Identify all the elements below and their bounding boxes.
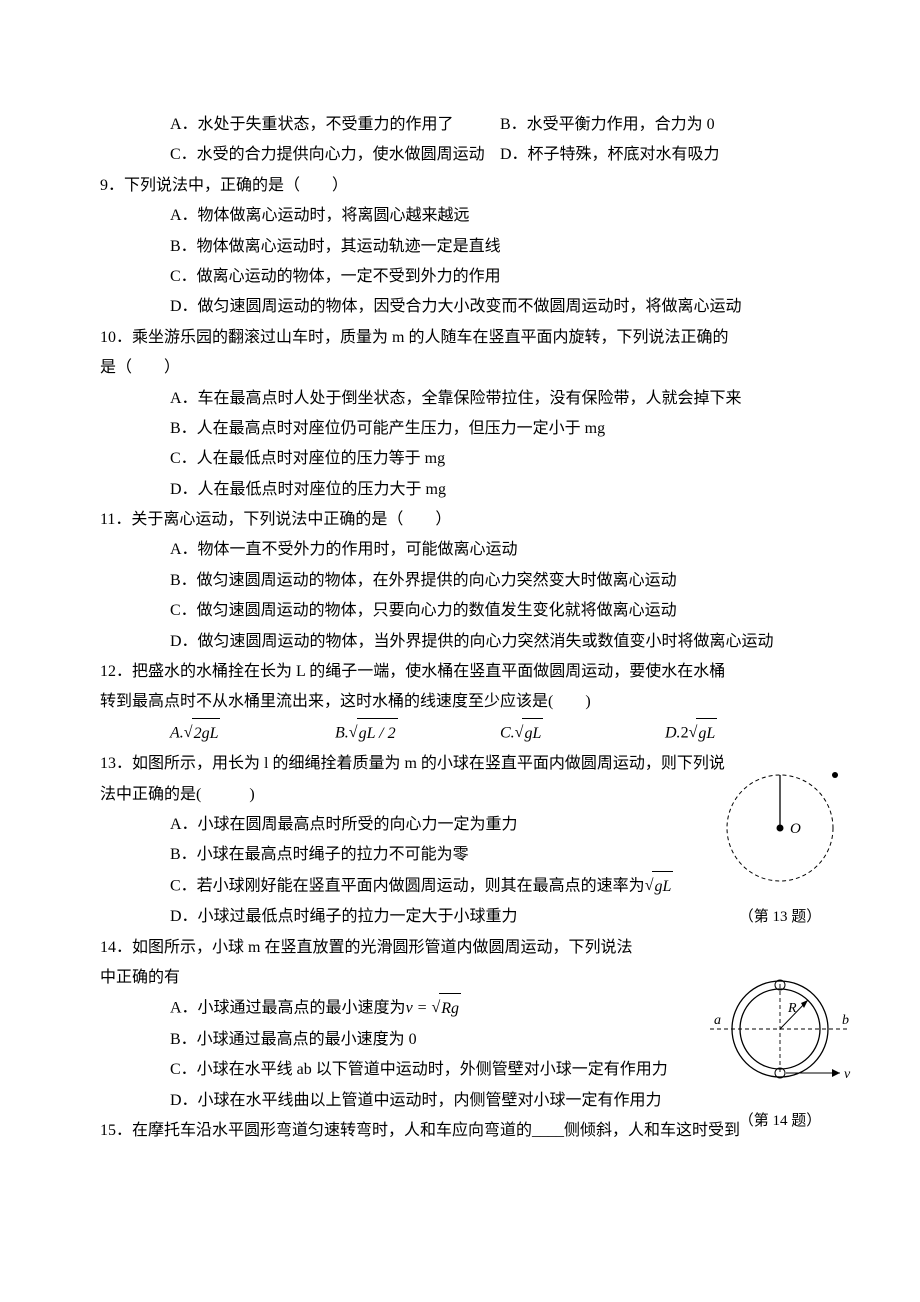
q9-option-c: C．做离心运动的物体，一定不受到外力的作用 bbox=[100, 262, 830, 292]
peg-dot bbox=[832, 772, 838, 778]
velocity-arrowhead bbox=[832, 1069, 840, 1077]
q10-stem-line1: 10．乘坐游乐园的翻滚过山车时，质量为 m 的人随车在竖直平面内旋转，下列说法正… bbox=[100, 323, 830, 353]
v-label: v bbox=[844, 1067, 851, 1082]
figure-13: O （第 13 题） bbox=[710, 768, 850, 932]
q8-options-row-cd: C．水受的合力提供向心力，使水做圆周运动 D．杯子特殊，杯底对水有吸力 bbox=[100, 140, 830, 170]
q12-d-body: gL bbox=[696, 718, 717, 749]
q13-c-text: C．若小球刚好能在竖直平面内做圆周运动，则其在最高点的速率为 bbox=[170, 877, 645, 894]
q12-b-label: B. bbox=[335, 724, 349, 741]
q12-option-c: C.√gL bbox=[500, 718, 665, 749]
q8-option-b: B．水受平衡力作用，合力为 0 bbox=[500, 110, 830, 140]
q10-option-b: B．人在最高点时对座位仍可能产生压力，但压力一定小于 mg bbox=[100, 414, 830, 444]
q13-stem-rest: 为 l 的细绳拴着质量为 m 的小球在竖直平面内做圆周运动，则下列说 bbox=[244, 755, 725, 772]
q9-option-a: A．物体做离心运动时，将离圆心越来越远 bbox=[100, 201, 830, 231]
r-label: R bbox=[787, 1001, 797, 1016]
q11-stem: 11．关于离心运动，下列说法中正确的是（ ） bbox=[100, 505, 830, 535]
q12-option-b: B.√gL / 2 bbox=[335, 718, 500, 749]
b-label: b bbox=[842, 1013, 849, 1028]
q10-option-c: C．人在最低点时对座位的压力等于 mg bbox=[100, 444, 830, 474]
q10-option-d: D．人在最低点时对座位的压力大于 mg bbox=[100, 475, 830, 505]
q13-stem-link: 13．如图所示，用长 bbox=[100, 755, 244, 772]
sqrt-icon: √Rg bbox=[431, 993, 461, 1024]
figure-14-label: （第 14 题） bbox=[700, 1107, 860, 1136]
q9-option-b: B．物体做离心运动时，其运动轨迹一定是直线 bbox=[100, 232, 830, 262]
sqrt-icon: √gL bbox=[689, 718, 718, 749]
sqrt-icon: √gL bbox=[645, 871, 674, 902]
q12-c-label: C. bbox=[500, 724, 515, 741]
q14-a-text: A．小球通过最高点的最小速度为 bbox=[170, 1000, 406, 1017]
q8-option-c: C．水受的合力提供向心力，使水做圆周运动 bbox=[170, 140, 500, 170]
q12-stem-line1: 12．把盛水的水桶拴在长为 L 的绳子一端，使水桶在竖直平面做圆周运动，要使水在… bbox=[100, 657, 830, 687]
q12-d-coef: 2 bbox=[681, 724, 689, 741]
q14-stem-line1: 14．如图所示，小球 m 在竖直放置的光滑圆形管道内做圆周运动，下列说法 bbox=[100, 933, 830, 963]
q14-a-sqrt: Rg bbox=[439, 993, 461, 1024]
q12-option-a: A.√2gL bbox=[170, 718, 335, 749]
page-root: A．水处于失重状态，不受重力的作用了 B．水受平衡力作用，合力为 0 C．水受的… bbox=[0, 0, 920, 1206]
q13-c-sqrt: gL bbox=[652, 871, 673, 902]
q12-a-body: gL bbox=[202, 725, 219, 742]
q9-stem: 9．下列说法中，正确的是（ ） bbox=[100, 171, 830, 201]
q8-option-d: D．杯子特殊，杯底对水有吸力 bbox=[500, 140, 830, 170]
q11-stem-link: 11．关于 bbox=[100, 511, 163, 528]
q15-stem-link: 15．在摩托车 bbox=[100, 1122, 196, 1139]
q14-a-eq: v = bbox=[406, 1000, 432, 1017]
q12-stem-link: 12．把盛 bbox=[100, 663, 164, 680]
q12-c-body: gL bbox=[522, 718, 543, 749]
figure-13-svg: O bbox=[710, 768, 850, 888]
q12-stem-rest: 水的水桶拴在长为 L 的绳子一端，使水桶在竖直平面做圆周运动，要使水在水桶 bbox=[164, 663, 725, 680]
q15-stem-rest: 沿水平圆形弯道匀速转弯时，人和车应向弯道的____侧倾斜，人和车这时受到 bbox=[196, 1122, 740, 1139]
a-label: a bbox=[714, 1013, 721, 1028]
center-label: O bbox=[790, 821, 801, 837]
q8-options-row-ab: A．水处于失重状态，不受重力的作用了 B．水受平衡力作用，合力为 0 bbox=[100, 110, 830, 140]
q10-option-a: A．车在最高点时人处于倒坐状态，全靠保险带拉住，没有保险带，人就会掉下来 bbox=[100, 384, 830, 414]
q12-option-d: D.2√gL bbox=[665, 718, 830, 749]
q11-option-a: A．物体一直不受外力的作用时，可能做离心运动 bbox=[100, 535, 830, 565]
q11-option-c: C．做匀速圆周运动的物体，只要向心力的数值发生变化就将做离心运动 bbox=[100, 596, 830, 626]
q12-a-label: A. bbox=[170, 724, 184, 741]
q12-d-label: D. bbox=[665, 724, 681, 741]
q8-option-a: A．水处于失重状态，不受重力的作用了 bbox=[170, 110, 500, 140]
sqrt-icon: √gL / 2 bbox=[349, 718, 398, 749]
sqrt-icon: √gL bbox=[515, 718, 544, 749]
q12-options-formula-row: A.√2gL B.√gL / 2 C.√gL D.2√gL bbox=[100, 718, 830, 749]
q12-stem-line2: 转到最高点时不从水桶里流出来，这时水桶的线速度至少应该是( ) bbox=[100, 687, 830, 717]
q12-b-body: gL / 2 bbox=[357, 718, 398, 749]
figure-14-svg: a b R v bbox=[700, 972, 860, 1092]
sqrt-icon: √2gL bbox=[184, 718, 221, 749]
q11-option-d: D．做匀速圆周运动的物体，当外界提供的向心力突然消失或数值变小时将做离心运动 bbox=[100, 627, 830, 657]
q10-stem-line2: 是（ ） bbox=[100, 353, 830, 383]
figure-14: a b R v （第 14 题） bbox=[700, 972, 860, 1136]
q11-option-b: B．做匀速圆周运动的物体，在外界提供的向心力突然变大时做离心运动 bbox=[100, 566, 830, 596]
q12-a-coef: 2 bbox=[194, 725, 202, 742]
q11-stem-rest: 离心运动，下列说法中正确的是（ ） bbox=[163, 511, 451, 528]
q9-option-d: D．做匀速圆周运动的物体，因受合力大小改变而不做圆周运动时，将做离心运动 bbox=[100, 292, 830, 322]
ball-dot bbox=[777, 825, 784, 832]
figure-13-label: （第 13 题） bbox=[710, 903, 850, 932]
